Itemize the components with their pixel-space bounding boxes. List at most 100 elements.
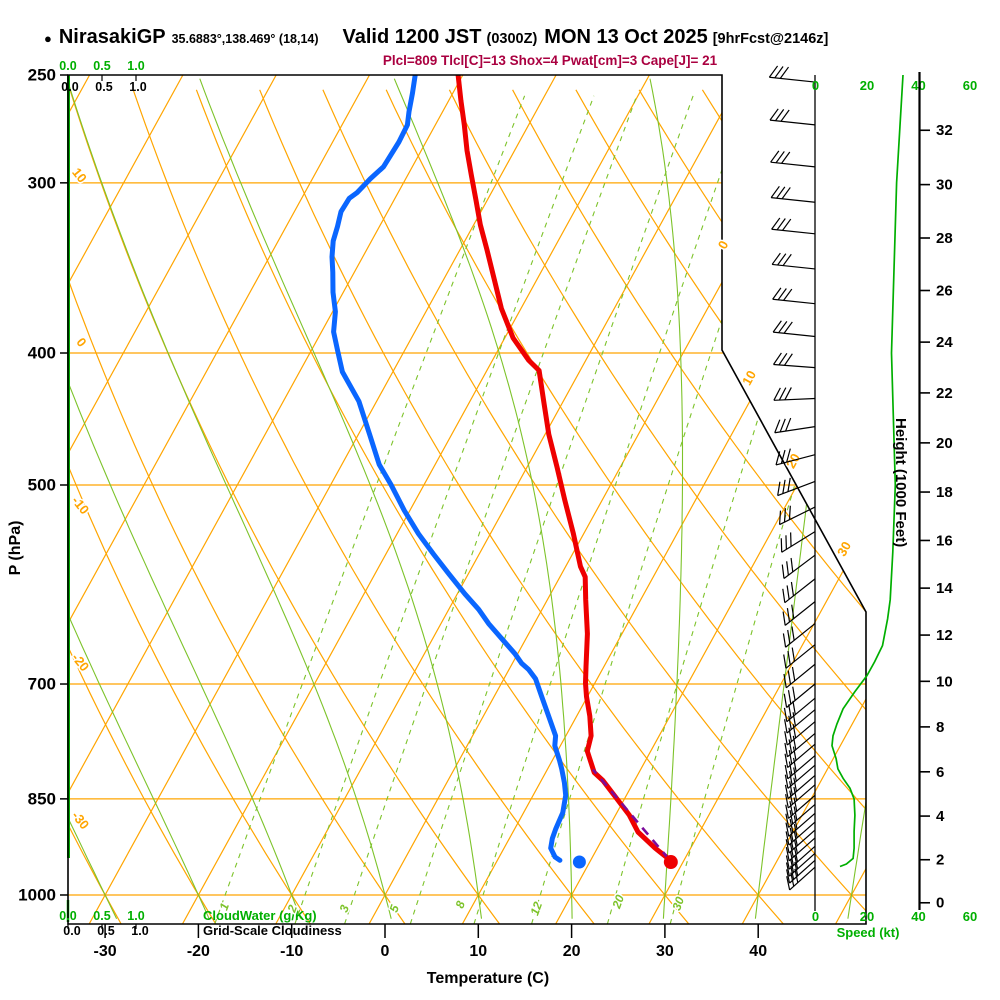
wind-barb <box>786 859 816 884</box>
pressure-tick-label: 1000 <box>18 885 56 904</box>
isotherm-line <box>555 75 866 924</box>
cloudwater-top-tick-label: 0.5 <box>93 59 110 73</box>
isotherm-line <box>275 75 744 924</box>
surface-dewpoint-dot <box>572 855 586 869</box>
mixing-ratio-line <box>531 95 798 924</box>
temperature-tick-label: -10 <box>280 943 303 960</box>
wind-barb <box>773 387 816 401</box>
wind-barb <box>785 837 816 862</box>
wind-barb <box>785 845 816 870</box>
wind-barb <box>769 108 816 126</box>
moist-adiabat-line <box>393 78 573 919</box>
stability-params-line: Plcl=809 Tlcl[C]=13 Shox=4 Pwat[cm]=3 Ca… <box>382 53 718 68</box>
cloudwater-bottom-tick-label: 1.0 <box>127 909 144 923</box>
wind-barb <box>771 252 816 270</box>
gridscale-bottom-tick-label: 1.0 <box>131 924 148 938</box>
wind-barb <box>777 477 816 497</box>
height-tick-label: 2 <box>936 852 944 869</box>
gridscale-top-tick-label: 1.0 <box>129 80 146 94</box>
moist-adiabat-line <box>68 78 118 919</box>
speed-bottom-tick-label: 60 <box>963 909 977 924</box>
height-tick-label: 32 <box>936 122 953 139</box>
wind-barb <box>784 732 816 758</box>
wind-barb <box>783 644 816 669</box>
wind-barb <box>784 743 816 768</box>
dry-adiabat-line <box>259 89 784 924</box>
speed-bottom-tick-label: 0 <box>812 909 819 924</box>
valid-date: MON 13 Oct 2025 <box>544 26 708 48</box>
height-tick-label: 0 <box>936 895 944 912</box>
pressure-tick-label: 850 <box>28 789 56 808</box>
wind-barb <box>782 623 816 648</box>
forecast-tag: [9hrFcst@2146z] <box>712 31 829 47</box>
gridscale-axis-title: Grid-Scale Cloudiness <box>203 923 342 938</box>
gridscale-top-tick-label: 0.0 <box>61 80 78 94</box>
isotherm-inline-label: 30 <box>834 539 854 559</box>
temperature-axis-title: Temperature (C) <box>427 970 549 987</box>
isotherm-line <box>68 75 371 924</box>
wind-speed-curve <box>831 74 904 868</box>
wind-barb <box>782 601 816 626</box>
mixing-ratio-line <box>344 95 638 924</box>
parcel-path <box>592 768 670 860</box>
isotherm-line <box>648 75 866 924</box>
isotherm-line <box>181 75 650 924</box>
gridscale-bottom-tick-label: 0.0 <box>63 924 80 938</box>
cloudwater-top-tick-label: 1.0 <box>127 59 144 73</box>
wind-barb <box>775 448 816 466</box>
moist-adiabat-line <box>847 78 866 919</box>
wind-barb <box>783 697 816 723</box>
height-tick-label: 20 <box>936 435 953 452</box>
mixing-ratio-inline-label: 12 <box>527 900 545 918</box>
dry-adiabat-line <box>69 89 500 924</box>
speed-top-tick-label: 60 <box>963 78 977 93</box>
pressure-tick-label: 400 <box>28 343 56 362</box>
dry-adiabat-line <box>512 89 866 924</box>
wind-barb <box>784 774 816 800</box>
wind-barb <box>784 755 816 780</box>
dry-adiabat-inline-label: 0 <box>73 335 89 350</box>
mixing-ratio-line <box>214 95 526 924</box>
cloudwater-axis-title: CloudWater (g/Kg) <box>203 908 317 923</box>
isotherm-line <box>68 75 184 924</box>
wind-barb <box>785 829 816 854</box>
wind-barb <box>780 531 816 553</box>
wind-barb <box>785 821 816 846</box>
dry-adiabat-line <box>448 89 866 924</box>
wind-barb <box>772 320 816 338</box>
mixing-ratio-inline-label: 20 <box>609 893 627 912</box>
dry-adiabat-line <box>195 89 690 924</box>
temperature-tick-label: 30 <box>656 943 674 960</box>
moist-adiabat-line <box>0 79 23 919</box>
moist-adiabat-line <box>68 78 210 919</box>
pressure-tick-label: 700 <box>28 675 56 694</box>
station-coords: 35.6883°,138.469° (18,14) <box>171 32 319 46</box>
valid-zulu: (0300Z) <box>486 31 538 47</box>
speed-bottom-tick-label: 20 <box>860 909 874 924</box>
station-name: NirasakiGP <box>58 26 166 48</box>
cloudwater-bottom-tick-label: 0.0 <box>59 909 76 923</box>
temperature-tick-label: -30 <box>94 943 117 960</box>
height-tick-label: 8 <box>936 719 944 736</box>
wind-barb <box>784 709 816 734</box>
wind-barb <box>774 417 816 434</box>
mixing-ratio-line <box>473 95 749 924</box>
wind-barb <box>783 683 816 708</box>
pressure-tick-label: 300 <box>28 173 56 192</box>
moist-adiabat-line <box>754 78 855 919</box>
mixing-ratio-inline-label: 3 <box>337 903 353 914</box>
wind-barb <box>782 578 816 604</box>
gridscale-bottom-tick-label: 0.5 <box>97 924 114 938</box>
moist-adiabat-line <box>68 78 392 919</box>
height-tick-label: 18 <box>936 484 953 501</box>
dry-adiabat-line <box>0 90 27 924</box>
isotherm-line <box>835 75 866 924</box>
wind-barb <box>783 663 816 689</box>
temperature-tick-label: 20 <box>563 943 581 960</box>
wind-barb <box>771 217 816 235</box>
pressure-axis-title: P (hPa) <box>7 521 24 576</box>
speed-top-tick-label: 0 <box>812 78 819 93</box>
moist-adiabat-line <box>68 78 302 919</box>
